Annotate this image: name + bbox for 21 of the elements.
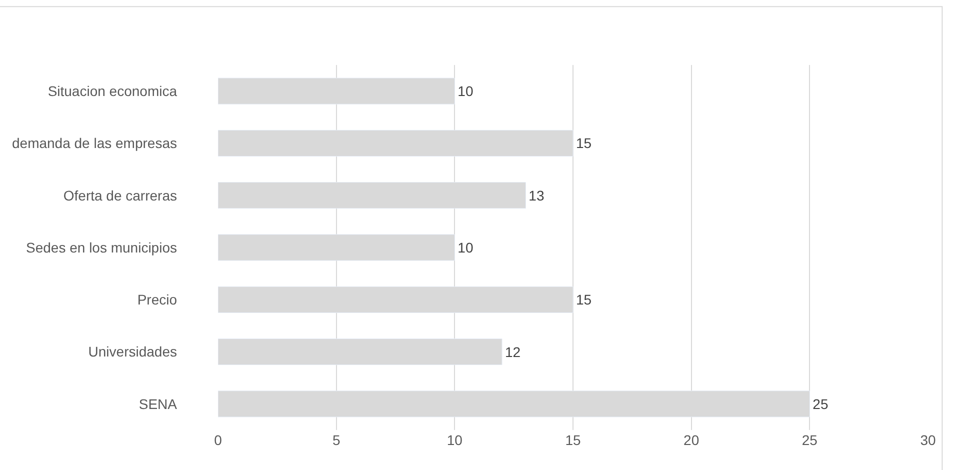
y-tick-label: Precio xyxy=(137,292,178,308)
data-label: 13 xyxy=(528,187,544,204)
data-label: 15 xyxy=(576,135,592,152)
x-tick-label: 20 xyxy=(684,432,700,448)
x-tick-label: 10 xyxy=(446,432,463,448)
y-tick-label: Sedes en los municipios xyxy=(26,239,177,256)
x-tick-label: 25 xyxy=(802,432,818,448)
x-tick-label: 30 xyxy=(920,432,936,448)
data-label: 10 xyxy=(458,240,474,256)
data-label: 10 xyxy=(458,83,474,100)
data-label: 12 xyxy=(505,344,521,360)
y-tick-label: Oferta de carreras xyxy=(63,187,177,204)
y-tick-label: Situacion economica xyxy=(48,82,178,99)
x-tick-label: 15 xyxy=(565,432,581,448)
y-tick-label: demanda de las empresas xyxy=(12,135,177,152)
x-tick-label: 5 xyxy=(332,432,340,448)
y-tick-label: Universidades xyxy=(88,344,177,360)
y-tick-label: SENA xyxy=(138,396,178,412)
x-tick-label: 0 xyxy=(214,432,222,448)
data-label: 25 xyxy=(812,396,828,412)
data-label: 15 xyxy=(576,292,592,308)
